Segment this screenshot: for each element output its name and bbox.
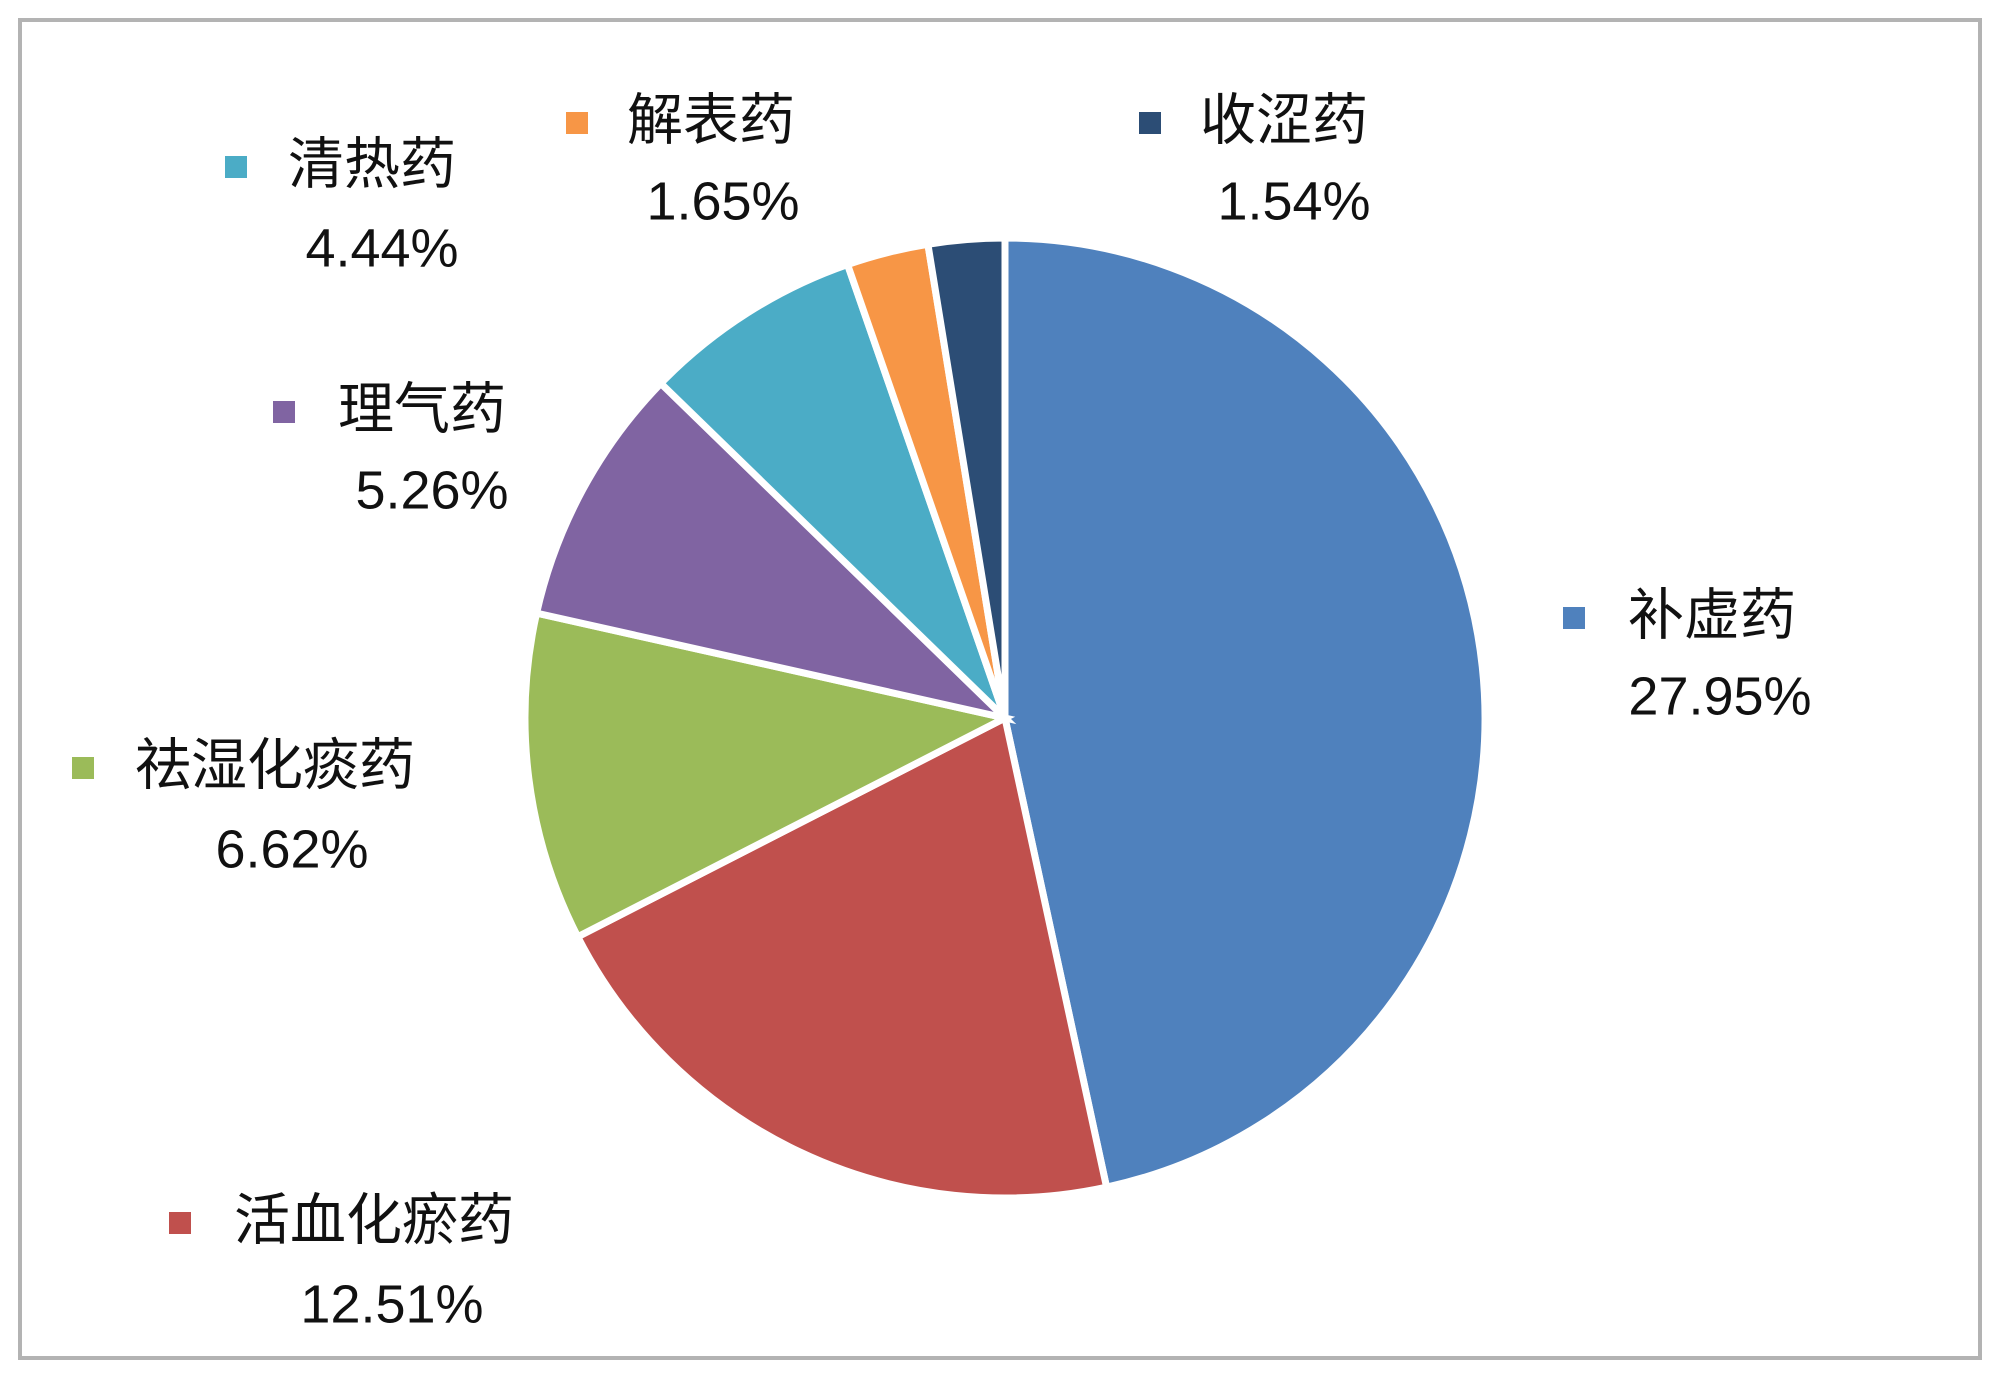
slice-0 [1001, 234, 1489, 1192]
legend-marker-3 [273, 401, 295, 423]
slice-4 [655, 260, 1009, 721]
slice-label-name-5: 解表药 [627, 89, 795, 154]
slice-label-value-0: 27.95% [1628, 666, 1811, 726]
slice-label-name-0: 补虚药 [1628, 584, 1796, 649]
slice-6 [923, 234, 1009, 719]
slice-layer [521, 234, 1489, 1202]
slice-label-name-3: 理气药 [338, 378, 506, 443]
slice-3 [532, 378, 1017, 725]
slice-label-name-6: 收涩药 [1200, 89, 1368, 154]
legend-marker-2 [72, 757, 94, 779]
slice-label-value-2: 6.62% [215, 819, 368, 879]
slice-label-value-4: 4.44% [305, 218, 458, 278]
legend-marker-0 [1563, 607, 1585, 629]
legend-marker-4 [225, 156, 247, 178]
slice-label-name-2: 祛湿化痰药 [135, 734, 415, 799]
slice-label-value-5: 1.65% [646, 171, 799, 231]
slice-label-name-4: 清热药 [288, 133, 456, 198]
label-layer: 补虚药 27.95% 活血化瘀药 12.51% 祛湿化痰药 6.62% 理气药 5.26% 清热… [72, 89, 1812, 1334]
slice-label-value-3: 5.26% [355, 460, 508, 520]
slice-label-name-1: 活血化瘀药 [234, 1189, 514, 1254]
legend-marker-6 [1139, 112, 1161, 134]
legend-marker-1 [169, 1212, 191, 1234]
slice-label-value-1: 12.51% [300, 1274, 483, 1334]
slice-1 [573, 712, 1111, 1202]
slice-label-value-6: 1.54% [1217, 171, 1370, 231]
legend-marker-5 [566, 112, 588, 134]
